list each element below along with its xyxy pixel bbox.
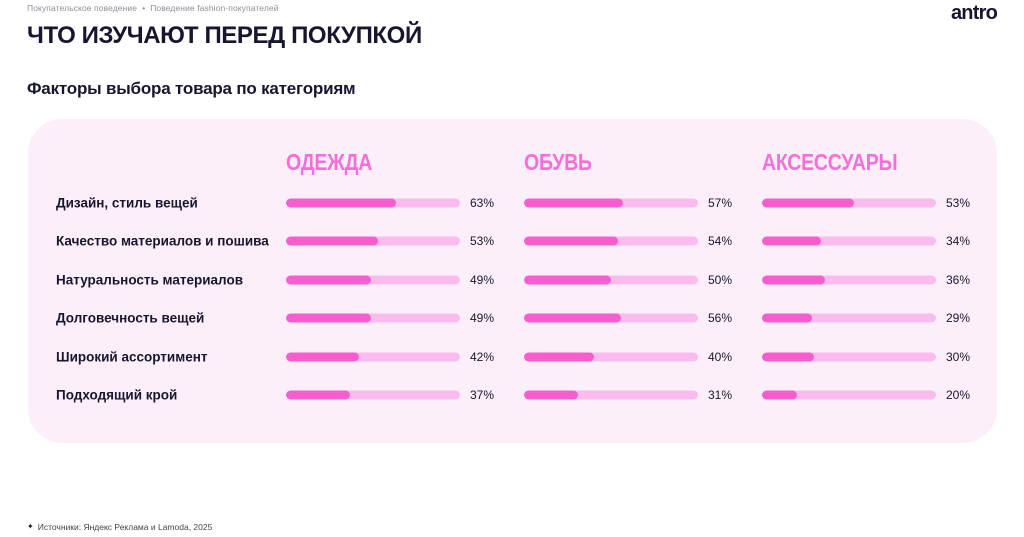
bar-track [762, 198, 936, 208]
bar-value-label: 49% [470, 311, 495, 326]
factor-label: Дизайн, стиль вещей [56, 195, 198, 211]
bar-track [524, 236, 698, 246]
bar-track [524, 275, 698, 285]
chart-title: Факторы выбора товара по категориям [27, 79, 356, 98]
bar-track [286, 198, 460, 208]
factor-label: Широкий ассортимент [56, 349, 208, 365]
bar-track [286, 313, 460, 323]
column-header-1: ОДЕЖДА [286, 149, 373, 175]
bar-track [762, 390, 936, 400]
column-header-3: АКСЕССУАРЫ [762, 149, 898, 175]
bar-value-label: 36% [946, 272, 971, 287]
factor-label: Долговечность вещей [56, 310, 205, 326]
bar-fill [762, 352, 815, 362]
bar-fill [286, 313, 372, 323]
sources-text: Источники: Яндекс Реклама и Lamoda, 2025 [37, 522, 213, 532]
bar-fill [286, 236, 379, 246]
bar-track [286, 352, 460, 362]
bar-fill [762, 198, 855, 208]
bar-fill [762, 390, 797, 400]
bar-fill [762, 236, 822, 246]
bar-track [286, 236, 460, 246]
bar-fill [524, 313, 622, 323]
chart-row: Дизайн, стиль вещей 63% 57% 53% [28, 184, 997, 222]
bar-fill [286, 390, 351, 400]
bar-track [762, 236, 936, 246]
breadcrumb-separator-dot: • [142, 3, 146, 13]
bar-fill [524, 352, 594, 362]
factor-label: Натуральность материалов [56, 272, 243, 288]
bar-value-label: 53% [946, 196, 971, 210]
bar-track [762, 275, 936, 285]
chart-row: Широкий ассортимент 42% 40% 30% [28, 338, 997, 376]
bar-value-label: 56% [708, 311, 733, 326]
factor-label: Подходящий крой [56, 387, 178, 403]
bar-fill [286, 275, 372, 285]
bar-value-label: 37% [470, 388, 495, 402]
bar-fill [524, 390, 578, 400]
bar-value-label: 20% [946, 388, 971, 402]
bar-track [762, 313, 936, 323]
chart-row: Подходящий крой 37% 31% 20% [28, 376, 997, 414]
bar-value-label: 63% [470, 196, 495, 210]
bar-value-label: 53% [470, 234, 495, 249]
breadcrumb-item-behavior: Покупательское поведение [27, 3, 138, 13]
chart-row: Качество материалов и пошива 53% 54% 34% [28, 222, 997, 260]
chart-panel: ОДЕЖДА ОБУВЬ АКСЕССУАРЫ Дизайн, стиль веще… [28, 119, 997, 443]
antro-logo: antro [950, 2, 998, 24]
bar-value-label: 50% [708, 272, 733, 287]
breadcrumb: Покупательское поведение • Поведение fas… [27, 3, 279, 13]
bar-value-label: 40% [708, 349, 733, 364]
bar-fill [524, 275, 611, 285]
bar-fill [524, 236, 618, 246]
page-title: ЧТО ИЗУЧАЮТ ПЕРЕД ПОКУПКОЙ [27, 22, 422, 49]
bar-value-label: 34% [946, 234, 971, 249]
bar-fill [762, 313, 813, 323]
chart-row: Натуральность материалов 49% 50% 36% [28, 261, 997, 299]
factor-label: Качество материалов и пошива [56, 233, 269, 249]
bar-fill [762, 275, 825, 285]
bar-value-label: 42% [470, 349, 495, 364]
bar-fill [524, 198, 624, 208]
bar-track [762, 352, 936, 362]
bar-track [524, 198, 698, 208]
bar-value-label: 31% [708, 388, 733, 402]
bar-track [524, 352, 698, 362]
bar-value-label: 54% [708, 234, 733, 249]
sparkle-icon: ✦ [27, 522, 34, 531]
bar-value-label: 29% [946, 311, 971, 326]
bar-fill [286, 198, 396, 208]
bar-value-label: 57% [708, 196, 733, 210]
breadcrumb-item-fashion: Поведение fashion-покупателей [150, 3, 279, 13]
chart-row: Долговечность вещей 49% 56% 29% [28, 299, 997, 337]
bar-track [524, 390, 698, 400]
bar-value-label: 49% [470, 272, 495, 287]
bar-value-label: 30% [946, 349, 971, 364]
bar-fill [286, 352, 360, 362]
sources-footer: ✦ Источники: Яндекс Реклама и Lamoda, 20… [27, 522, 212, 532]
bar-track [524, 313, 698, 323]
bar-track [286, 275, 460, 285]
column-header-2: ОБУВЬ [524, 149, 592, 175]
bar-track [286, 390, 460, 400]
